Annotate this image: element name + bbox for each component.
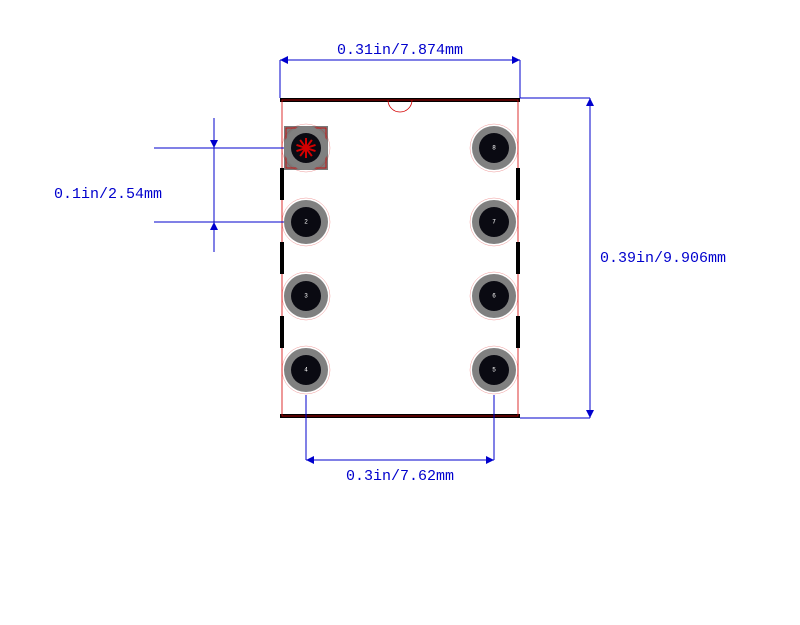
pin-number-5: 5 xyxy=(492,367,496,374)
dim-top-label: 0.31in/7.874mm xyxy=(337,42,463,59)
dim-bottom-label: 0.3in/7.62mm xyxy=(346,468,454,485)
pad-3: 3 xyxy=(282,272,330,320)
dim-left-label: 0.1in/2.54mm xyxy=(54,186,162,203)
pad-8: 8 xyxy=(470,124,518,172)
side-dash-5 xyxy=(516,316,520,348)
pin-number-3: 3 xyxy=(304,293,308,300)
pad-7: 7 xyxy=(470,198,518,246)
side-dash-4 xyxy=(516,242,520,274)
side-dash-3 xyxy=(516,168,520,200)
pin-number-7: 7 xyxy=(492,219,496,226)
side-dash-0 xyxy=(280,168,284,200)
pin-number-8: 8 xyxy=(492,145,496,152)
side-dash-1 xyxy=(280,242,284,274)
side-dash-2 xyxy=(280,316,284,348)
pad-5: 5 xyxy=(470,346,518,394)
pad-2: 2 xyxy=(282,198,330,246)
pad-1 xyxy=(282,124,330,172)
pad-6: 6 xyxy=(470,272,518,320)
pin-number-4: 4 xyxy=(304,367,308,374)
pin-number-2: 2 xyxy=(304,219,308,226)
pad-4: 4 xyxy=(282,346,330,394)
footprint-drawing: 2 3 4 5 6 7 8 0.31in/7.874mm 0.39in/9.906mm 0.3in… xyxy=(0,0,800,625)
pin-number-6: 6 xyxy=(492,293,496,300)
dim-right-label: 0.39in/9.906mm xyxy=(600,250,726,267)
